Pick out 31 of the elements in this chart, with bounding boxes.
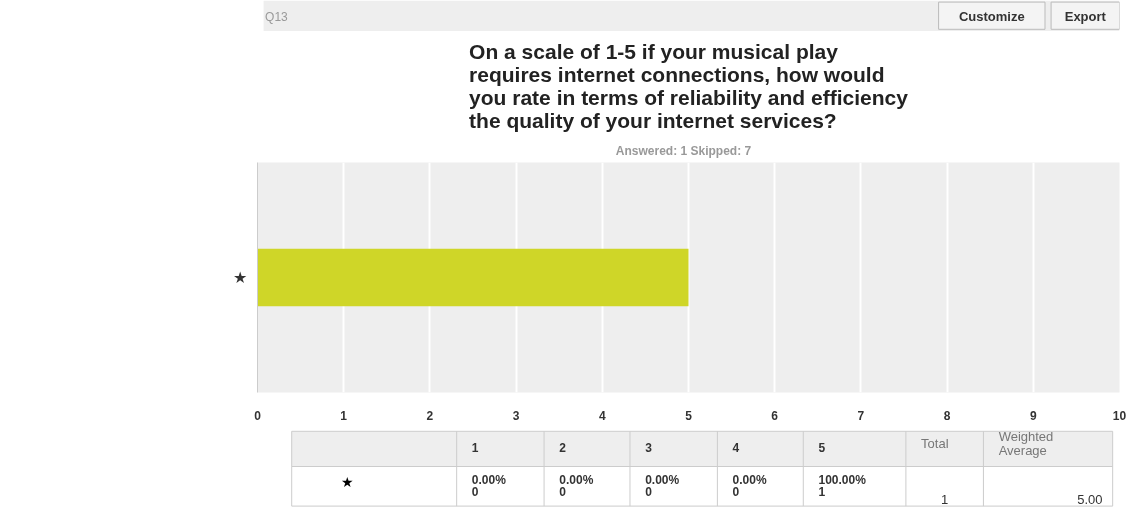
x-tick-label: 8 xyxy=(943,408,951,423)
x-tick-label: 9 xyxy=(1029,408,1037,423)
x-tick-label: 4 xyxy=(598,408,606,423)
x-tick-label: 0 xyxy=(254,408,262,423)
text: Weighted Average xyxy=(998,429,1054,458)
x-tick-label: 10 xyxy=(1112,408,1127,423)
x-tick-label: 3 xyxy=(512,408,520,423)
text: 0.00% 0 xyxy=(732,472,767,500)
x-tick-label: 7 xyxy=(857,408,865,423)
text: ★ xyxy=(341,474,355,491)
text: 0.00% 0 xyxy=(645,472,680,500)
text: Total xyxy=(921,436,949,452)
text: Q13 xyxy=(265,9,289,24)
text: Customize xyxy=(958,9,1025,24)
chart-subtitle: Answered: 1 Skipped: 7 xyxy=(615,143,752,158)
x-tick-label: 1 xyxy=(340,408,348,423)
x-tick-label: 2 xyxy=(426,408,434,423)
text: 1 xyxy=(941,492,949,508)
text: 0.00% 0 xyxy=(471,472,507,500)
text: 2 xyxy=(559,440,567,455)
text: 5.00 xyxy=(1077,492,1103,508)
text: 3 xyxy=(645,440,653,455)
text: 100.00% 1 xyxy=(818,472,867,500)
text: Export xyxy=(1064,9,1107,24)
x-tick-label: 5 xyxy=(685,408,693,423)
x-tick-label: 6 xyxy=(771,408,779,423)
chart-title: On a scale of 1-5 if your musical play requires internet connections, how would you rate in terms of reliability and efficiency the quality of your internet services? xyxy=(469,39,909,132)
text: 0.00% 0 xyxy=(559,472,594,500)
text: 1 xyxy=(471,440,479,455)
text: 4 xyxy=(732,440,740,455)
text: 5 xyxy=(818,440,826,455)
